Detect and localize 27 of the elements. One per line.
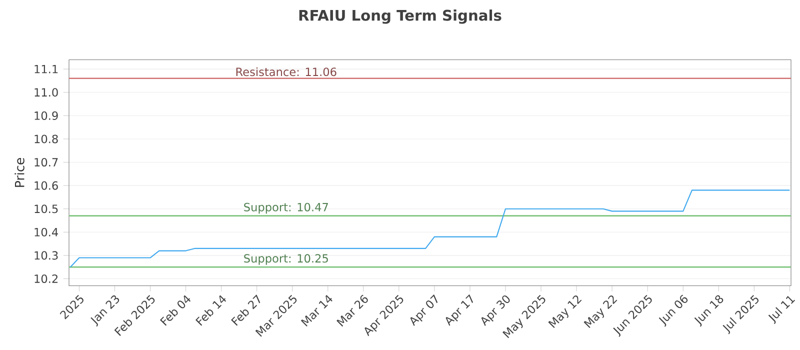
x-tick-label: Jan 23 (90, 295, 120, 327)
x-tick-label: Apr 30 (481, 295, 510, 326)
x-tick-label: Apr 17 (446, 294, 473, 326)
x-tick-label: Feb 27 (231, 294, 260, 326)
y-tick-label: 10.4 (34, 228, 58, 236)
y-tick-label: 10.9 (34, 111, 58, 120)
y-tick-label: 10.5 (34, 204, 58, 214)
x-tick-label: Jul 11 (768, 296, 796, 324)
y-tick-label: 10.7 (34, 158, 58, 167)
y-tick-label: 10.8 (34, 134, 58, 144)
x-tick-label: Mar 14 (300, 294, 332, 326)
y-tick-label: 10.3 (34, 251, 58, 260)
y-axis-title: Price (14, 158, 24, 187)
x-tick-label: Mar 26 (336, 294, 368, 327)
ref-line-label: Support: 10.25 (244, 254, 328, 265)
x-tick-label: Feb 14 (195, 295, 226, 326)
x-tick-label: Jun 06 (658, 294, 688, 327)
ref-line-label: Resistance: 11.06 (236, 67, 336, 76)
y-tick-label: 11.1 (34, 64, 58, 74)
y-tick-label: 11.0 (34, 88, 58, 97)
ref-line-label: Support: 10.47 (244, 202, 328, 214)
y-tick-label: 10.6 (34, 181, 58, 190)
x-tick-label: Feb 04 (160, 295, 191, 326)
y-tick-label: 10.2 (34, 274, 58, 284)
chart-title: RFAIU Long Term Signals (299, 10, 502, 24)
x-tick-label: Apr 07 (410, 294, 438, 326)
x-tick-label: Jun 18 (694, 295, 724, 327)
